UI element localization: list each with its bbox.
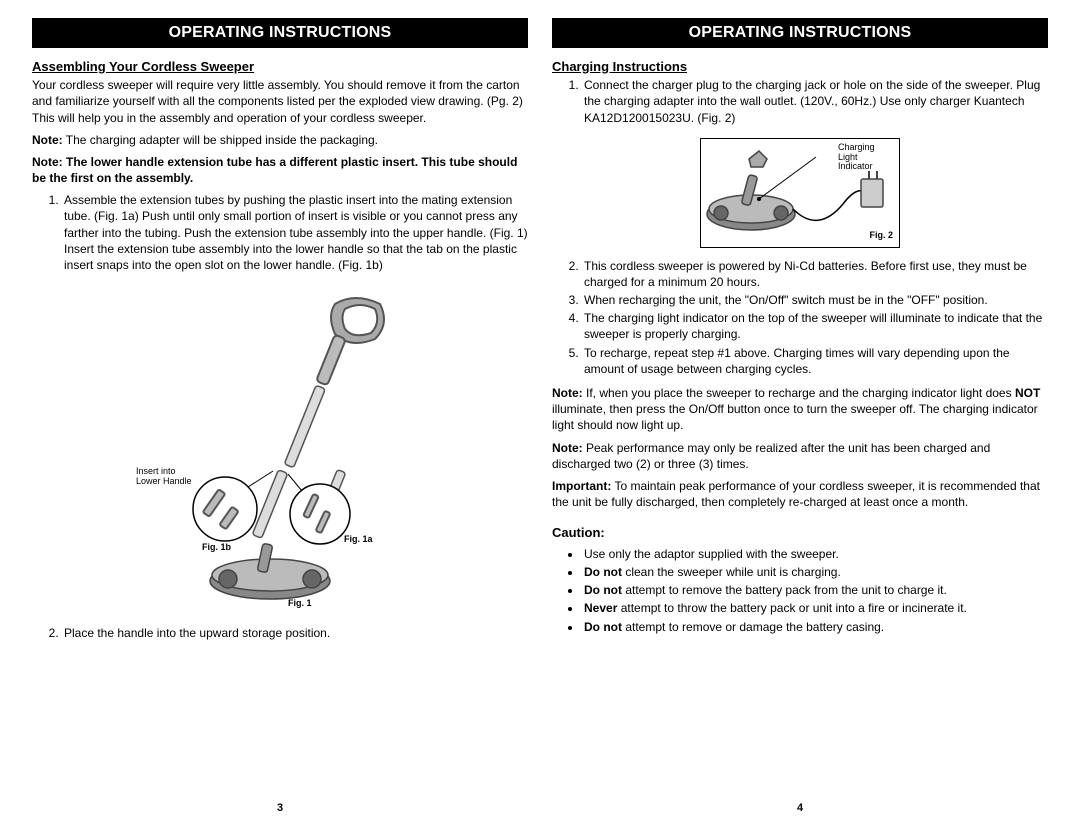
- caution-5: Do not attempt to remove or damage the b…: [582, 619, 1048, 635]
- caution-2: Do not clean the sweeper while unit is c…: [582, 564, 1048, 580]
- caution-4: Never attempt to throw the battery pack …: [582, 600, 1048, 616]
- caution-3-a: Do not: [584, 583, 622, 597]
- page-number-right: 4: [540, 801, 1060, 816]
- caution-5-a: Do not: [584, 620, 622, 634]
- fig-1-label: Fig. 1: [288, 597, 312, 609]
- assembly-steps-2: Place the handle into the upward storage…: [32, 625, 528, 643]
- important-lead: Important:: [552, 479, 611, 493]
- intro-para: Your cordless sweeper will require very …: [32, 77, 528, 126]
- page-number-left: 3: [20, 801, 540, 816]
- figure-1-block: Insert into Lower Handle Fig. 1b Fig. 1a…: [32, 289, 528, 613]
- caution-5-b: attempt to remove or damage the battery …: [622, 620, 884, 634]
- right-note1-lead: Note:: [552, 386, 583, 400]
- charging-step-5: To recharge, repeat step #1 above. Charg…: [582, 345, 1048, 377]
- right-note1-not: NOT: [1015, 386, 1040, 400]
- note1-body: The charging adapter will be shipped ins…: [63, 133, 378, 147]
- right-note2-lead: Note:: [552, 441, 583, 455]
- caution-2-b: clean the sweeper while unit is charging…: [622, 565, 841, 579]
- note2-lead: Note:: [32, 155, 63, 169]
- assembling-title: Assembling Your Cordless Sweeper: [32, 58, 528, 76]
- right-note2-body: Peak performance may only be realized af…: [552, 441, 990, 471]
- fig-1b-label: Fig. 1b: [202, 541, 231, 553]
- note2-body: The lower handle extension tube has a di…: [32, 155, 517, 185]
- charging-steps-1: Connect the charger plug to the charging…: [552, 77, 1048, 128]
- right-note1-b: illuminate, then press the On/Off button…: [552, 402, 1038, 432]
- note1-para: Note: The charging adapter will be shipp…: [32, 132, 528, 148]
- important-para: Important: To maintain peak performance …: [552, 478, 1048, 510]
- caution-4-b: attempt to throw the battery pack or uni…: [617, 601, 967, 615]
- charging-title: Charging Instructions: [552, 58, 1048, 76]
- charging-steps-2: This cordless sweeper is powered by Ni-C…: [552, 258, 1048, 379]
- header-left: OPERATING INSTRUCTIONS: [32, 18, 528, 48]
- important-body: To maintain peak performance of your cor…: [552, 479, 1040, 509]
- header-right: OPERATING INSTRUCTIONS: [552, 18, 1048, 48]
- note1-lead: Note:: [32, 133, 63, 147]
- caution-3-b: attempt to remove the battery pack from …: [622, 583, 947, 597]
- figure-1-image: Insert into Lower Handle Fig. 1b Fig. 1a…: [130, 289, 430, 609]
- assembly-step-1: Assemble the extension tubes by pushing …: [62, 192, 528, 273]
- figure-2-box: Charging Light Indicator Fig. 2: [700, 138, 900, 248]
- right-note1: Note: If, when you place the sweeper to …: [552, 385, 1048, 434]
- anno-insert: Insert into Lower Handle: [136, 467, 196, 487]
- right-note2: Note: Peak performance may only be reali…: [552, 440, 1048, 472]
- charging-step-2: This cordless sweeper is powered by Ni-C…: [582, 258, 1048, 290]
- right-page: OPERATING INSTRUCTIONS Charging Instruct…: [540, 18, 1060, 816]
- assembly-step-2: Place the handle into the upward storage…: [62, 625, 528, 641]
- caution-title: Caution:: [552, 524, 1048, 542]
- fig-2-label: Fig. 2: [869, 229, 893, 241]
- caution-list: Use only the adaptor supplied with the s…: [552, 546, 1048, 637]
- caution-3: Do not attempt to remove the battery pac…: [582, 582, 1048, 598]
- caution-4-a: Never: [584, 601, 617, 615]
- note2-para: Note: The lower handle extension tube ha…: [32, 154, 528, 186]
- fig-1a-label: Fig. 1a: [344, 533, 373, 545]
- anno-charging: Charging Light Indicator: [838, 143, 893, 173]
- charging-step-1: Connect the charger plug to the charging…: [582, 77, 1048, 126]
- assembly-steps-1: Assemble the extension tubes by pushing …: [32, 192, 528, 275]
- charging-step-3: When recharging the unit, the "On/Off" s…: [582, 292, 1048, 308]
- charging-step-4: The charging light indicator on the top …: [582, 310, 1048, 342]
- caution-2-a: Do not: [584, 565, 622, 579]
- sweeper-assembly-icon: [130, 289, 430, 609]
- left-page: OPERATING INSTRUCTIONS Assembling Your C…: [20, 18, 540, 816]
- right-note1-a: If, when you place the sweeper to rechar…: [583, 386, 1015, 400]
- caution-1: Use only the adaptor supplied with the s…: [582, 546, 1048, 562]
